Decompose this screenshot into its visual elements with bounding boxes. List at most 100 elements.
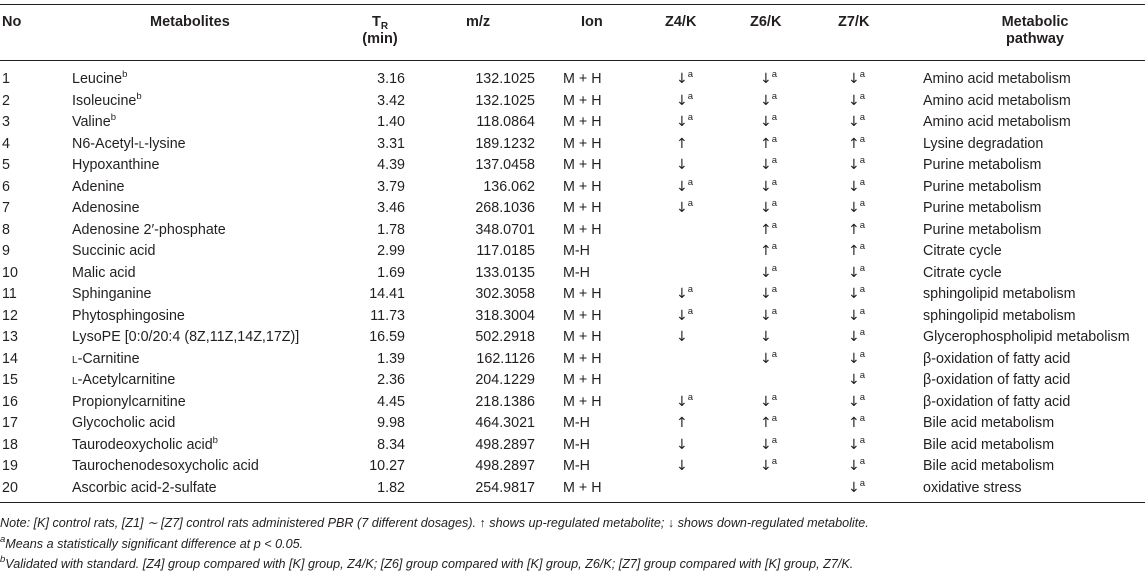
cell-mz: 136.062 bbox=[483, 178, 535, 195]
cell-z6k: ↓a bbox=[760, 349, 777, 371]
cell-mz: 218.1386 bbox=[475, 393, 535, 410]
regulation-arrow-icon: ↓ bbox=[676, 114, 688, 130]
cell-metabolite: Hypoxanthine bbox=[72, 155, 159, 177]
cell-ion: M + H bbox=[563, 135, 602, 152]
significance-marker: a bbox=[687, 391, 694, 403]
regulation-arrow-icon: ↓ bbox=[760, 307, 772, 324]
significance-marker: a bbox=[859, 413, 866, 424]
cell-z6k: ↓ bbox=[760, 327, 772, 349]
cell-metabolite: Taurochenodesoxycholic acid bbox=[72, 456, 259, 478]
cell-z6k: ↓a bbox=[760, 155, 777, 177]
cell-metabolite: Propionylcarnitine bbox=[72, 392, 186, 414]
cell-z6k: ↓a bbox=[760, 177, 777, 199]
metabolite-name: Malic acid bbox=[72, 264, 136, 281]
significance-marker: a bbox=[859, 133, 866, 145]
cell-no: 17 bbox=[2, 415, 18, 431]
cell-z7k: ↓a bbox=[848, 478, 865, 500]
significance-marker: a bbox=[771, 219, 778, 231]
table-row: 4 N6-Acetyl-L-lysine 3.31 189.1232 M + H ↑ ↑a ↑… bbox=[0, 134, 1145, 156]
cell-z7k: ↓a bbox=[848, 155, 865, 177]
cell-mz: 118.0864 bbox=[476, 114, 535, 130]
table-row: 15 L-Acetylcarnitine 2.36 204.1229 M + H ↓a β-… bbox=[0, 370, 1145, 392]
significance-marker: a bbox=[771, 391, 778, 403]
footnote-b-marker: b bbox=[0, 554, 6, 565]
table-note: Note: [K] control rats, [Z1] ∼ [Z7] cont… bbox=[0, 516, 869, 530]
cell-no: 18 bbox=[2, 436, 18, 453]
significance-marker: a bbox=[859, 391, 866, 403]
cell-pathway: Amino acid metabolism bbox=[923, 71, 1071, 87]
cell-z7k: ↓a bbox=[848, 392, 865, 414]
cell-pathway: Amino acid metabolism bbox=[923, 114, 1071, 130]
cell-retention-time: 10.27 bbox=[369, 458, 405, 474]
cell-pathway: Citrate cycle bbox=[923, 243, 1002, 259]
significance-marker: a bbox=[771, 348, 778, 360]
cell-ion: M-H bbox=[563, 436, 590, 453]
cell-retention-time: 3.31 bbox=[377, 135, 405, 152]
cell-metabolite: Adenine bbox=[72, 177, 124, 199]
significance-marker: a bbox=[859, 176, 866, 188]
table-row: 7 Adenosine 3.46 268.1036 M + H ↓a ↓a ↓a Purine … bbox=[0, 198, 1145, 220]
metabolite-name: Ascorbic acid-2-sulfate bbox=[72, 479, 217, 496]
regulation-arrow-icon: ↓ bbox=[760, 329, 772, 345]
regulation-arrow-icon: ↑ bbox=[760, 243, 772, 259]
cell-z6k: ↓a bbox=[760, 435, 777, 457]
cell-z7k: ↓a bbox=[848, 112, 865, 134]
metabolite-footnote-marker: b bbox=[110, 112, 116, 123]
cell-z7k: ↓a bbox=[848, 349, 865, 371]
significance-marker: a bbox=[687, 284, 694, 295]
cell-retention-time: 4.39 bbox=[377, 157, 405, 173]
cell-retention-time: 14.41 bbox=[369, 286, 405, 302]
header-tr-unit: (min) bbox=[362, 31, 398, 47]
table-row: 5 Hypoxanthine 4.39 137.0458 M + H ↓ ↓a ↓a Purin… bbox=[0, 155, 1145, 177]
significance-marker: a bbox=[771, 69, 778, 80]
metabolite-name: Isoleucine bbox=[72, 92, 137, 109]
cell-z7k: ↓a bbox=[848, 306, 865, 328]
significance-marker: a bbox=[859, 348, 866, 360]
cell-z6k: ↑a bbox=[760, 134, 777, 156]
cell-no: 15 bbox=[2, 372, 18, 388]
metabolite-name-prefix: N6-Acetyl- bbox=[72, 135, 139, 152]
cell-mz: 502.2918 bbox=[475, 329, 535, 345]
regulation-arrow-icon: ↓ bbox=[848, 71, 860, 87]
regulation-arrow-icon: ↓ bbox=[760, 200, 772, 216]
regulation-arrow-icon: ↓ bbox=[760, 458, 772, 474]
cell-ion: M + H bbox=[563, 329, 602, 345]
significance-marker: a bbox=[771, 198, 778, 209]
table-row: 13 LysoPE [0:0/20:4 (8Z,11Z,14Z,17Z)] 16.5… bbox=[0, 327, 1145, 349]
cell-metabolite: Adenosine 2′-phosphate bbox=[72, 220, 226, 242]
cell-mz: 498.2897 bbox=[475, 436, 535, 453]
cell-z7k: ↓a bbox=[848, 456, 865, 478]
significance-marker: a bbox=[859, 155, 866, 166]
cell-pathway: sphingolipid metabolism bbox=[923, 307, 1076, 324]
cell-metabolite: Sphinganine bbox=[72, 284, 152, 306]
cell-z6k: ↓a bbox=[760, 91, 777, 113]
cell-retention-time: 1.39 bbox=[377, 350, 405, 367]
cell-z7k: ↓a bbox=[848, 198, 865, 220]
cell-pathway: β-oxidation of fatty acid bbox=[923, 393, 1071, 410]
table-bottom-rule bbox=[0, 502, 1145, 503]
regulation-arrow-icon: ↓ bbox=[760, 393, 772, 410]
cell-no: 8 bbox=[2, 221, 10, 238]
metabolite-name: LysoPE [0:0/20:4 (8Z,11Z,14Z,17Z)] bbox=[72, 329, 300, 345]
significance-marker: a bbox=[859, 198, 866, 209]
regulation-arrow-icon: ↓ bbox=[676, 286, 688, 302]
footnote-a-text: Means a statistically significant differ… bbox=[5, 537, 304, 551]
metabolite-name-suffix: -Acetylcarnitine bbox=[77, 372, 176, 388]
cell-ion: M-H bbox=[563, 264, 590, 281]
cell-z7k: ↓a bbox=[848, 177, 865, 199]
footnote-b: bValidated with standard. [Z4] group com… bbox=[0, 554, 853, 573]
header-z7k: Z7/K bbox=[838, 14, 870, 30]
cell-z7k: ↓a bbox=[848, 435, 865, 457]
header-z4k: Z4/K bbox=[665, 14, 697, 30]
cell-mz: 132.1025 bbox=[475, 92, 535, 109]
cell-no: 14 bbox=[2, 350, 18, 367]
cell-pathway: Amino acid metabolism bbox=[923, 92, 1071, 109]
regulation-arrow-icon: ↑ bbox=[848, 415, 860, 431]
cell-pathway: Bile acid metabolism bbox=[923, 436, 1055, 453]
cell-z6k: ↑a bbox=[760, 220, 777, 242]
cell-retention-time: 1.82 bbox=[377, 479, 405, 496]
cell-retention-time: 1.40 bbox=[377, 114, 405, 130]
cell-metabolite: L-Carnitine bbox=[72, 349, 140, 371]
cell-z6k: ↑a bbox=[760, 413, 777, 435]
metabolite-name: Taurochenodesoxycholic acid bbox=[72, 458, 259, 474]
